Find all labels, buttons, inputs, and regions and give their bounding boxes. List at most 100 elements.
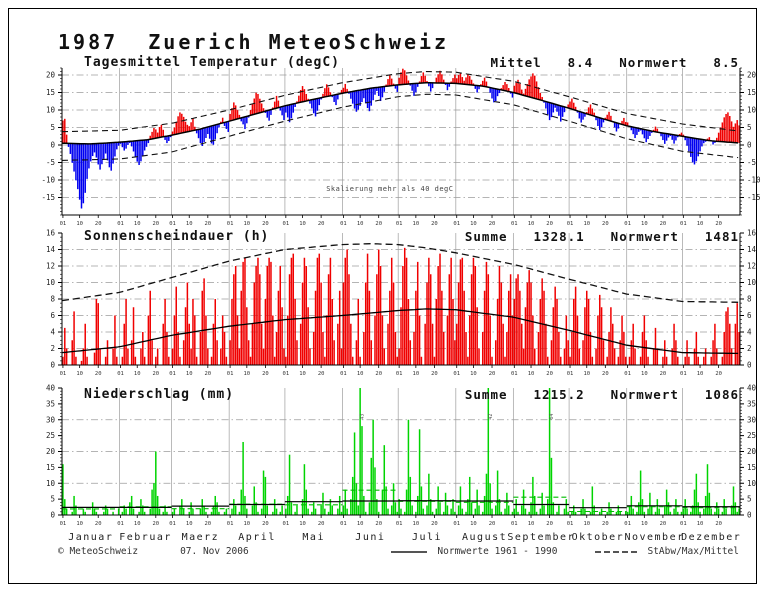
svg-text:Januar: Januar	[68, 532, 113, 543]
svg-text:10: 10	[134, 371, 141, 377]
svg-text:10: 10	[299, 221, 306, 227]
svg-text:12: 12	[46, 262, 55, 271]
summe-value: 1328.1	[533, 229, 585, 244]
svg-text:5: 5	[50, 495, 55, 504]
svg-text:10: 10	[641, 221, 648, 227]
svg-text:10: 10	[470, 521, 477, 527]
svg-text:20: 20	[262, 371, 269, 377]
svg-text:10: 10	[244, 371, 251, 377]
svg-text:10: 10	[244, 221, 251, 227]
svg-text:20: 20	[375, 221, 382, 227]
svg-text:10: 10	[413, 221, 420, 227]
footer-date: 07. Nov 2006	[180, 546, 249, 557]
svg-text:10: 10	[470, 371, 477, 377]
svg-text:01: 01	[511, 221, 518, 227]
svg-text:20: 20	[715, 371, 722, 377]
svg-text:30: 30	[747, 415, 757, 424]
svg-text:20: 20	[660, 371, 667, 377]
svg-text:-10: -10	[747, 176, 761, 185]
svg-text:12: 12	[747, 262, 756, 271]
summe-label: Summe	[464, 229, 508, 244]
svg-text:April: April	[238, 532, 276, 543]
footer: © MeteoSchweiz 07. Nov 2006	[58, 546, 249, 557]
svg-text:0: 0	[747, 511, 752, 520]
svg-text:01: 01	[340, 221, 347, 227]
svg-text:30: 30	[46, 415, 56, 424]
svg-text:01: 01	[624, 221, 631, 227]
svg-text:10: 10	[697, 221, 704, 227]
svg-text:20: 20	[152, 371, 159, 377]
svg-text:01: 01	[283, 521, 290, 527]
svg-text:20: 20	[95, 371, 102, 377]
svg-text:25: 25	[747, 431, 756, 440]
svg-text:20: 20	[318, 371, 325, 377]
svg-text:Juni: Juni	[355, 532, 385, 543]
temperature-panel-title: Tagesmittel Temperatur (degC)	[84, 55, 340, 70]
page-border-frame	[8, 8, 757, 584]
copyright-text: © MeteoSchweiz	[58, 546, 139, 557]
svg-text:01: 01	[680, 371, 687, 377]
svg-text:-5: -5	[46, 158, 55, 167]
svg-text:September: September	[507, 532, 575, 543]
svg-text:20: 20	[205, 371, 212, 377]
svg-text:0: 0	[50, 141, 55, 150]
normwert-value: 8.5	[713, 55, 739, 70]
svg-text:20: 20	[546, 371, 553, 377]
svg-text:10: 10	[641, 521, 648, 527]
precipitation-panel-stats: Summe 1215.2 Normwert 1086	[465, 387, 739, 402]
normwert-label: Normwert	[610, 229, 679, 244]
svg-text:20: 20	[602, 521, 609, 527]
svg-text:01: 01	[511, 371, 518, 377]
svg-text:10: 10	[528, 521, 535, 527]
svg-text:20: 20	[46, 447, 56, 456]
svg-text:40: 40	[747, 384, 757, 393]
svg-text:10: 10	[528, 371, 535, 377]
svg-text:35: 35	[46, 399, 55, 408]
svg-text:20: 20	[95, 221, 102, 227]
svg-text:10: 10	[357, 521, 364, 527]
svg-text:01: 01	[396, 221, 403, 227]
svg-text:-10: -10	[41, 176, 55, 185]
svg-text:20: 20	[152, 221, 159, 227]
mittel-value: 8.4	[567, 55, 594, 70]
svg-text:20: 20	[152, 521, 159, 527]
svg-text:20: 20	[715, 221, 722, 227]
svg-text:20: 20	[262, 521, 269, 527]
svg-text:10: 10	[46, 278, 56, 287]
normwert-value: 1481	[704, 229, 739, 244]
summe-label: Summe	[464, 387, 508, 402]
svg-text:10: 10	[747, 278, 757, 287]
svg-text:01: 01	[60, 371, 67, 377]
svg-text:01: 01	[117, 521, 124, 527]
svg-text:10: 10	[747, 479, 757, 488]
svg-text:6: 6	[747, 311, 752, 320]
normwert-value: 1086	[704, 387, 739, 402]
dashed-line-icon	[595, 550, 638, 553]
svg-text:01: 01	[453, 521, 460, 527]
svg-text:10: 10	[186, 521, 193, 527]
svg-text:01: 01	[117, 371, 124, 377]
svg-text:20: 20	[660, 221, 667, 227]
svg-text:01: 01	[227, 371, 234, 377]
svg-text:01: 01	[340, 371, 347, 377]
svg-text:August: August	[462, 532, 507, 543]
svg-text:10: 10	[413, 371, 420, 377]
svg-text:20: 20	[46, 71, 56, 80]
svg-text:0: 0	[747, 141, 752, 150]
svg-text:14: 14	[46, 245, 56, 254]
svg-text:5: 5	[747, 123, 752, 132]
solid-line-icon	[391, 550, 428, 553]
svg-text:20: 20	[489, 371, 496, 377]
svg-text:0: 0	[747, 361, 752, 370]
svg-text:Februar: Februar	[119, 532, 172, 543]
svg-text:01: 01	[340, 521, 347, 527]
svg-text:Juli: Juli	[412, 532, 442, 543]
page-title: 1987 Zuerich MeteoSchweiz	[58, 30, 450, 54]
svg-text:10: 10	[641, 371, 648, 377]
svg-text:01: 01	[624, 521, 631, 527]
svg-text:20: 20	[660, 521, 667, 527]
svg-text:November: November	[624, 532, 684, 543]
svg-text:01: 01	[396, 521, 403, 527]
